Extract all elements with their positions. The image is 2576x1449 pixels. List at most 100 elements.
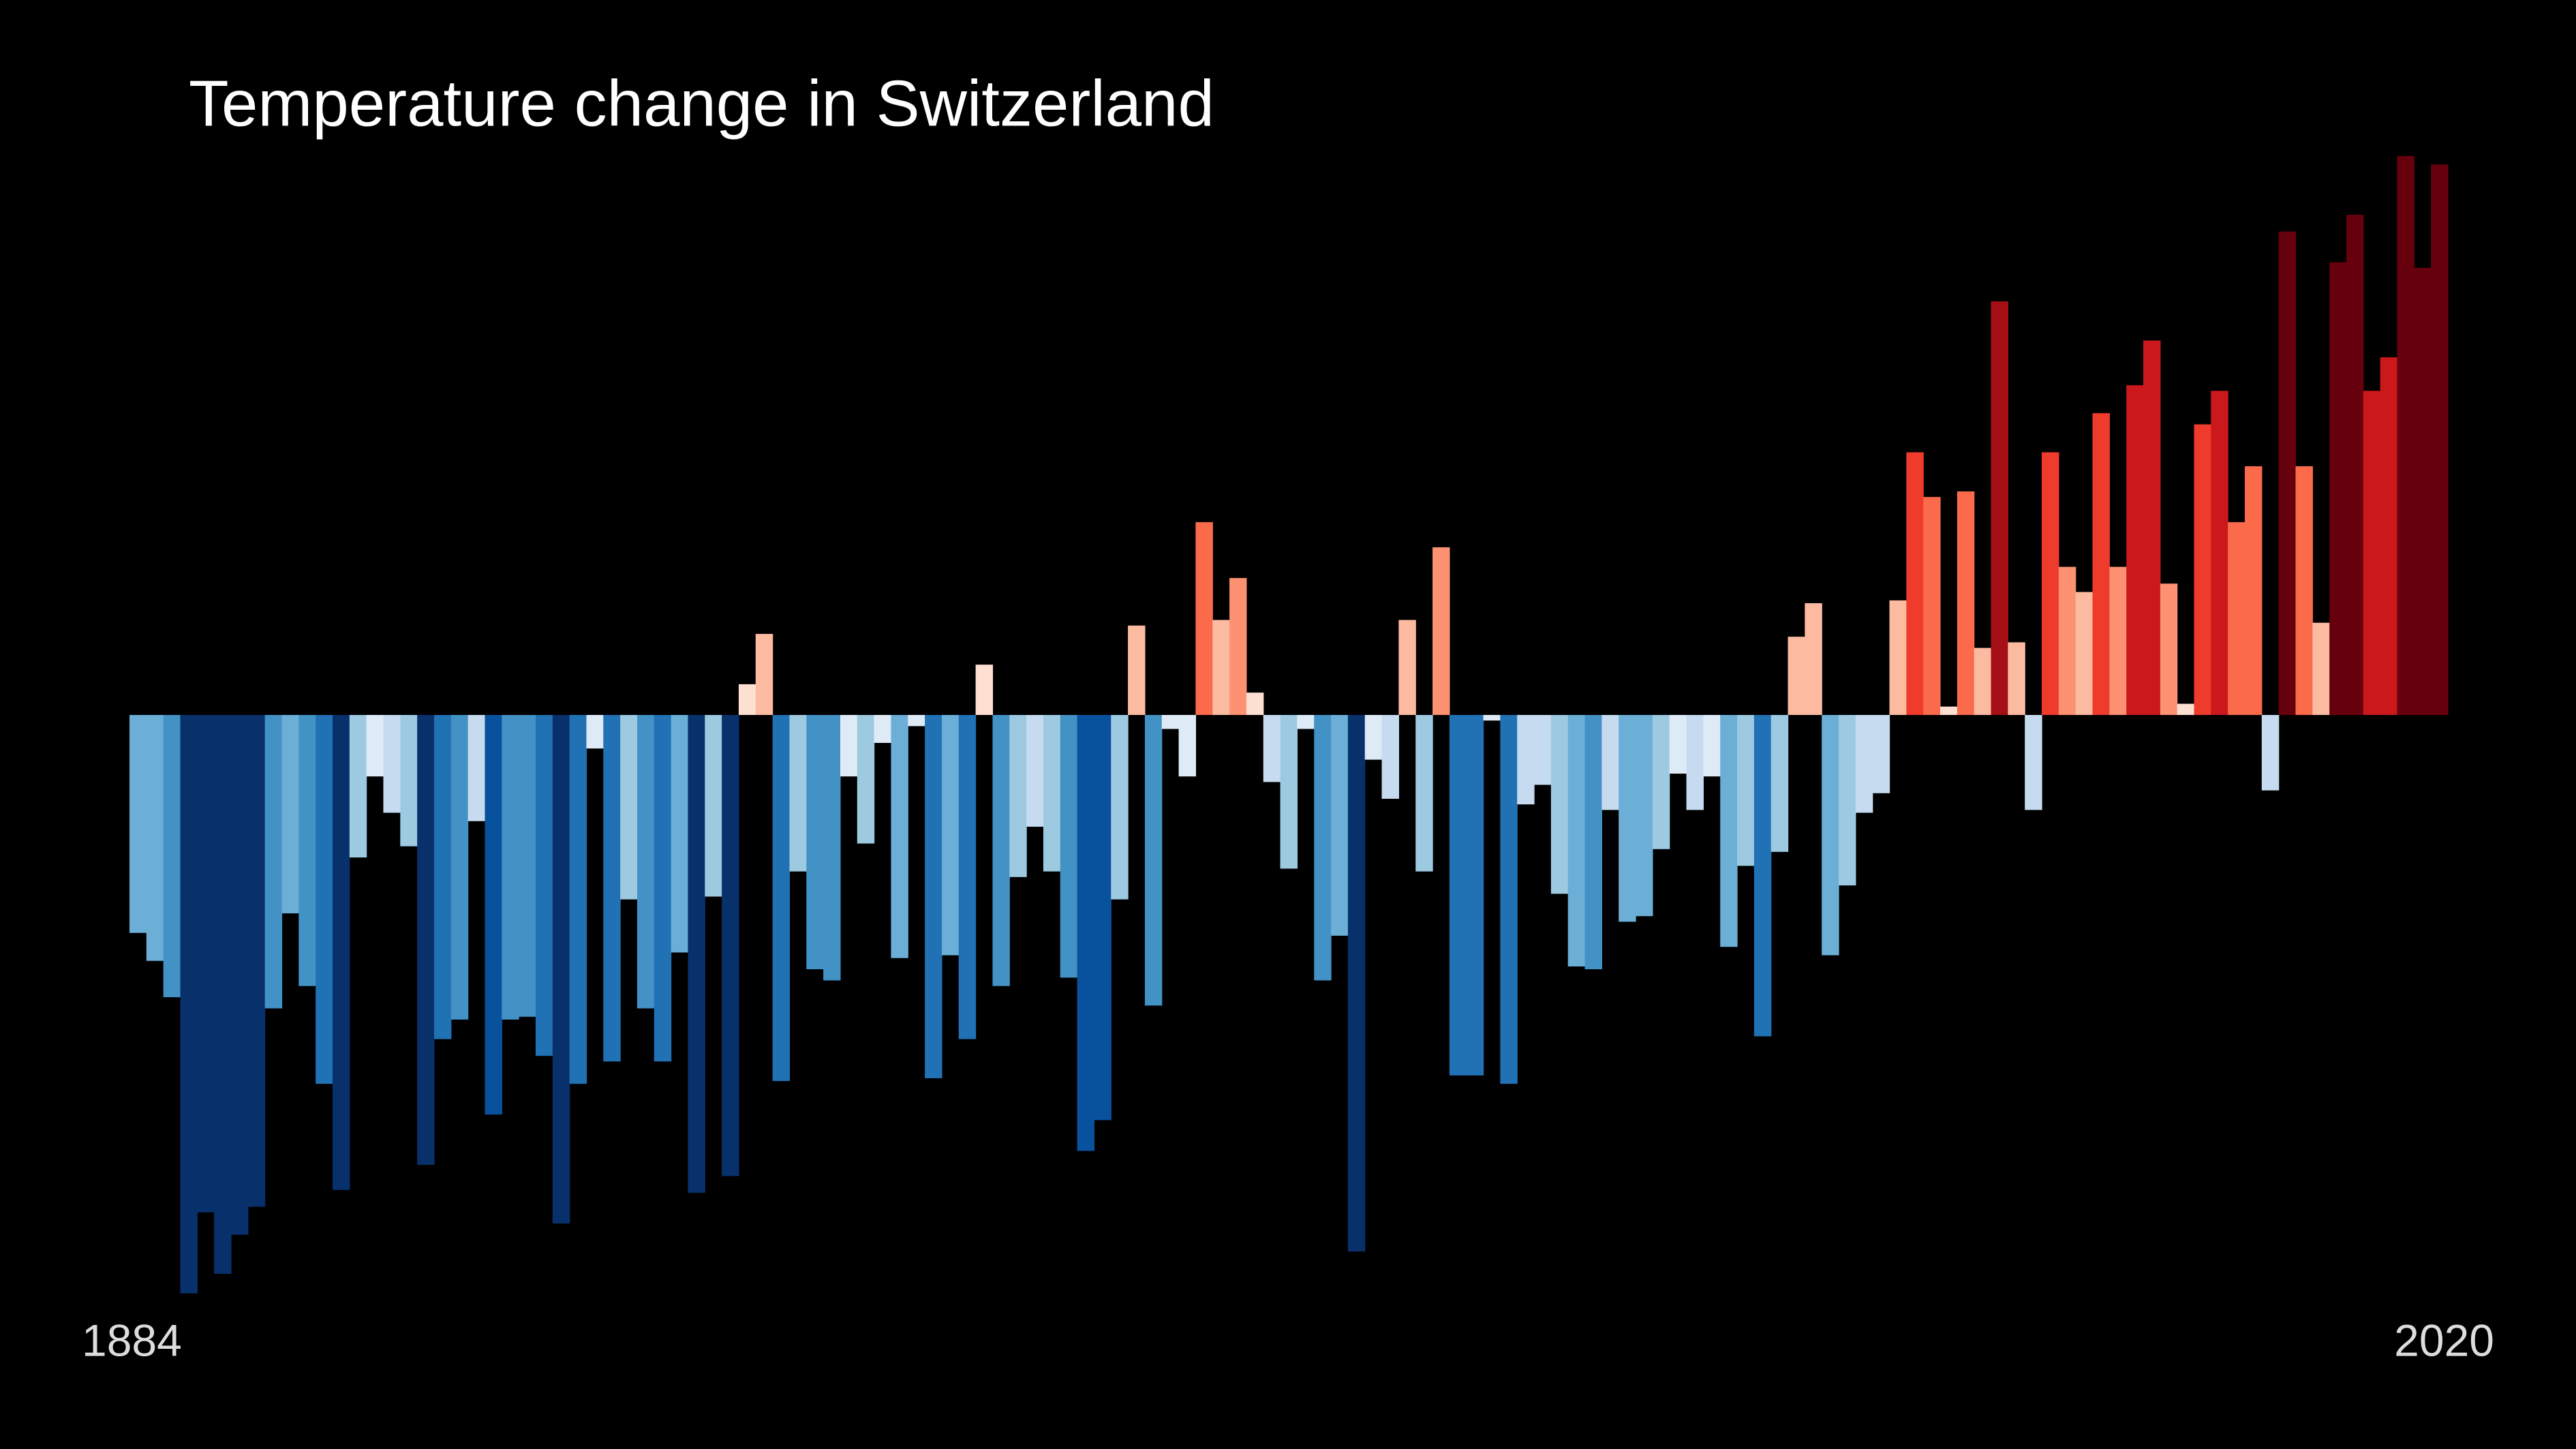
bar bbox=[2092, 413, 2110, 715]
bar bbox=[2380, 357, 2398, 715]
bar bbox=[417, 715, 435, 1165]
bar bbox=[1974, 647, 1992, 715]
bar bbox=[1957, 491, 1975, 715]
bar bbox=[1094, 715, 1111, 1120]
bar bbox=[1381, 715, 1400, 799]
bar bbox=[1753, 715, 1772, 1037]
bar bbox=[1889, 600, 1907, 715]
bar bbox=[1331, 715, 1349, 936]
bar bbox=[2329, 262, 2347, 715]
bar bbox=[1550, 715, 1569, 894]
bar bbox=[467, 715, 486, 821]
year-label: 1884 bbox=[82, 1315, 182, 1365]
bar bbox=[1601, 715, 1619, 810]
bar bbox=[1195, 522, 1213, 715]
bar bbox=[1314, 715, 1332, 981]
bar bbox=[1026, 715, 1044, 827]
bar bbox=[2109, 566, 2127, 715]
bar bbox=[332, 715, 350, 1190]
bar bbox=[908, 715, 925, 727]
bar bbox=[891, 715, 908, 958]
bar bbox=[925, 715, 942, 1078]
bar bbox=[688, 715, 705, 1193]
year-label: 2020 bbox=[2394, 1315, 2494, 1365]
bar bbox=[823, 715, 841, 981]
bar bbox=[1144, 715, 1163, 1006]
bar bbox=[1839, 715, 1856, 886]
bar bbox=[705, 715, 722, 897]
bar bbox=[2160, 583, 2178, 715]
bar bbox=[1686, 715, 1704, 810]
bar bbox=[552, 715, 570, 1224]
bar bbox=[1415, 715, 1433, 872]
bar bbox=[789, 715, 807, 872]
bar bbox=[2363, 391, 2381, 715]
bar bbox=[958, 715, 977, 1039]
bar bbox=[316, 715, 333, 1084]
bar bbox=[2211, 391, 2228, 715]
bar bbox=[671, 715, 689, 953]
bar bbox=[1449, 715, 1467, 1076]
bar bbox=[2245, 466, 2263, 715]
bar bbox=[214, 715, 232, 1274]
bar bbox=[1077, 715, 1095, 1151]
bar bbox=[502, 715, 519, 1020]
bar bbox=[247, 715, 266, 1207]
bar bbox=[349, 715, 367, 858]
bar bbox=[2025, 715, 2042, 810]
bar bbox=[1280, 715, 1298, 869]
bar bbox=[129, 715, 147, 933]
bar bbox=[722, 715, 739, 1176]
bar bbox=[535, 715, 553, 1056]
bar bbox=[603, 715, 621, 1062]
bar bbox=[1347, 715, 1366, 1252]
bar bbox=[874, 715, 892, 743]
bar bbox=[1246, 692, 1264, 715]
bar bbox=[281, 715, 299, 914]
bar bbox=[569, 715, 587, 1084]
bar bbox=[1043, 715, 1061, 872]
bar bbox=[1855, 715, 1873, 813]
bar bbox=[2042, 452, 2059, 715]
bar bbox=[857, 715, 875, 844]
bar bbox=[1364, 715, 1383, 760]
bar bbox=[1822, 715, 1839, 956]
bar bbox=[2278, 231, 2297, 715]
bar bbox=[2346, 215, 2364, 716]
bar bbox=[1720, 715, 1738, 947]
bar bbox=[806, 715, 824, 970]
bar bbox=[1652, 715, 1670, 849]
bar bbox=[1703, 715, 1721, 777]
bar bbox=[1009, 715, 1027, 877]
bar bbox=[2414, 268, 2432, 715]
bar bbox=[298, 715, 316, 986]
bar bbox=[1111, 715, 1129, 900]
bar bbox=[1466, 715, 1484, 1076]
bar bbox=[772, 715, 791, 1082]
bar bbox=[1060, 715, 1078, 978]
bar bbox=[264, 715, 283, 1009]
bar bbox=[1432, 547, 1450, 715]
bar bbox=[400, 715, 418, 846]
bar bbox=[2295, 466, 2313, 715]
bar bbox=[637, 715, 655, 1009]
bar bbox=[1178, 715, 1197, 777]
bar bbox=[2261, 715, 2280, 791]
bar bbox=[1788, 637, 1805, 715]
bar bbox=[1770, 715, 1789, 852]
bar bbox=[1619, 715, 1636, 922]
bar bbox=[433, 715, 452, 1039]
bar bbox=[180, 715, 198, 1294]
bar bbox=[620, 715, 638, 900]
bar bbox=[1212, 620, 1230, 715]
bar bbox=[586, 715, 604, 749]
bar bbox=[2075, 592, 2094, 715]
bar bbox=[197, 715, 215, 1212]
bar bbox=[146, 715, 164, 961]
bar bbox=[840, 715, 858, 777]
bar bbox=[941, 715, 960, 956]
bar bbox=[755, 634, 773, 715]
bar bbox=[1991, 301, 2008, 715]
